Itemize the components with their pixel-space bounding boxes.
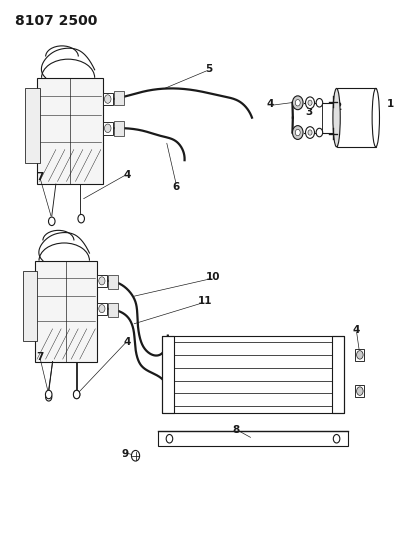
Text: 9: 9 bbox=[121, 449, 128, 458]
Text: 7: 7 bbox=[36, 352, 43, 362]
Text: 5: 5 bbox=[205, 64, 212, 74]
Circle shape bbox=[294, 100, 299, 106]
Circle shape bbox=[104, 95, 111, 103]
Text: 7: 7 bbox=[36, 172, 43, 182]
Polygon shape bbox=[35, 261, 97, 362]
Circle shape bbox=[45, 390, 52, 399]
Text: 11: 11 bbox=[197, 296, 212, 306]
Text: 8: 8 bbox=[231, 425, 239, 435]
Text: 1: 1 bbox=[387, 99, 393, 109]
Text: 2: 2 bbox=[333, 102, 341, 112]
Ellipse shape bbox=[307, 100, 311, 106]
Ellipse shape bbox=[305, 97, 314, 109]
Text: 4: 4 bbox=[352, 325, 359, 335]
Text: 6: 6 bbox=[172, 182, 180, 192]
Circle shape bbox=[73, 390, 80, 399]
Circle shape bbox=[292, 126, 302, 140]
Bar bbox=[355, 349, 364, 361]
Bar bbox=[332, 336, 343, 413]
Bar bbox=[114, 91, 124, 106]
Text: 4: 4 bbox=[124, 337, 131, 347]
Circle shape bbox=[104, 124, 111, 133]
Bar bbox=[114, 121, 124, 136]
Circle shape bbox=[73, 391, 80, 399]
Circle shape bbox=[333, 434, 339, 443]
Circle shape bbox=[48, 217, 55, 225]
Text: 4: 4 bbox=[266, 99, 273, 109]
Bar bbox=[108, 275, 118, 289]
Circle shape bbox=[99, 304, 105, 313]
Bar bbox=[162, 336, 173, 413]
Ellipse shape bbox=[307, 130, 311, 135]
Circle shape bbox=[356, 351, 362, 359]
Ellipse shape bbox=[305, 127, 314, 139]
Bar bbox=[355, 385, 364, 398]
Ellipse shape bbox=[332, 88, 339, 147]
Bar bbox=[23, 271, 37, 342]
Bar bbox=[108, 303, 118, 317]
Bar bbox=[97, 275, 107, 287]
Text: 10: 10 bbox=[205, 272, 220, 282]
Bar bbox=[103, 93, 113, 106]
Circle shape bbox=[166, 434, 172, 443]
Circle shape bbox=[292, 96, 302, 110]
Circle shape bbox=[78, 214, 84, 223]
Bar bbox=[103, 122, 113, 135]
Ellipse shape bbox=[315, 99, 322, 107]
Circle shape bbox=[131, 450, 139, 461]
Bar bbox=[336, 88, 375, 147]
Circle shape bbox=[99, 277, 105, 285]
Bar bbox=[25, 88, 39, 163]
Ellipse shape bbox=[371, 88, 379, 147]
Circle shape bbox=[356, 387, 362, 395]
Polygon shape bbox=[37, 78, 103, 184]
Text: 8107 2500: 8107 2500 bbox=[15, 14, 97, 28]
Circle shape bbox=[45, 393, 52, 401]
Circle shape bbox=[294, 130, 299, 136]
Ellipse shape bbox=[315, 128, 322, 137]
Bar bbox=[97, 303, 107, 314]
Text: 4: 4 bbox=[124, 170, 131, 180]
Bar bbox=[157, 431, 347, 446]
Text: 3: 3 bbox=[305, 107, 312, 117]
Bar bbox=[162, 336, 343, 413]
